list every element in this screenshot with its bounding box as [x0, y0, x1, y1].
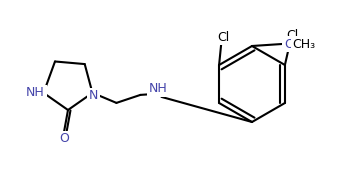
Text: O: O — [284, 37, 294, 51]
Text: NH: NH — [149, 82, 168, 95]
Text: O: O — [59, 132, 69, 146]
Text: Cl: Cl — [217, 30, 229, 44]
Text: CH₃: CH₃ — [292, 37, 316, 51]
Text: Cl: Cl — [286, 29, 298, 41]
Text: NH: NH — [26, 86, 45, 99]
Text: N: N — [89, 89, 98, 102]
